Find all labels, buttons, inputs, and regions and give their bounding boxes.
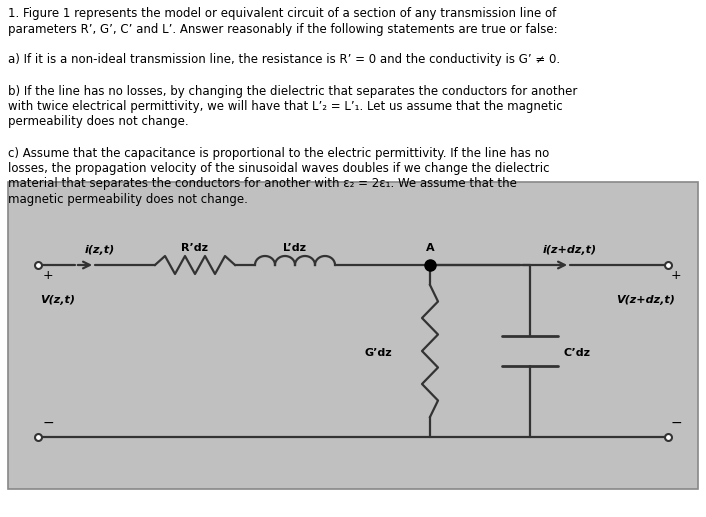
Text: C’dz: C’dz [564, 348, 591, 358]
Text: −: − [671, 416, 683, 430]
Text: V(z,t): V(z,t) [40, 295, 75, 305]
Text: L’dz: L’dz [284, 243, 306, 253]
Text: losses, the propagation velocity of the sinusoidal waves doubles if we change th: losses, the propagation velocity of the … [8, 162, 549, 175]
Text: c) Assume that the capacitance is proportional to the electric permittivity. If : c) Assume that the capacitance is propor… [8, 146, 549, 160]
Text: +: + [43, 269, 54, 282]
Text: b) If the line has no losses, by changing the dielectric that separates the cond: b) If the line has no losses, by changin… [8, 84, 578, 98]
Text: −: − [43, 416, 54, 430]
Text: V(z+dz,t): V(z+dz,t) [616, 295, 675, 305]
Text: R’dz: R’dz [181, 243, 208, 253]
Bar [8, 182, 698, 489]
Text: permeability does not change.: permeability does not change. [8, 115, 189, 129]
Text: i(z,t): i(z,t) [85, 245, 115, 255]
Text: A: A [426, 243, 434, 253]
Text: +: + [671, 269, 681, 282]
Text: a) If it is a non-ideal transmission line, the resistance is R’ = 0 and the cond: a) If it is a non-ideal transmission lin… [8, 53, 560, 67]
Text: magnetic permeability does not change.: magnetic permeability does not change. [8, 193, 248, 206]
Text: parameters R’, G’, C’ and L’. Answer reasonably if the following statements are : parameters R’, G’, C’ and L’. Answer rea… [8, 23, 558, 36]
Text: 1. Figure 1 represents the model or equivalent circuit of a section of any trans: 1. Figure 1 represents the model or equi… [8, 7, 556, 20]
Text: G’dz: G’dz [364, 348, 392, 358]
Text: i(z+dz,t): i(z+dz,t) [543, 245, 597, 255]
Text: material that separates the conductors for another with ε₂ = 2ε₁. We assume that: material that separates the conductors f… [8, 177, 517, 190]
Text: with twice electrical permittivity, we will have that L’₂ = L’₁. Let us assume t: with twice electrical permittivity, we w… [8, 100, 563, 113]
